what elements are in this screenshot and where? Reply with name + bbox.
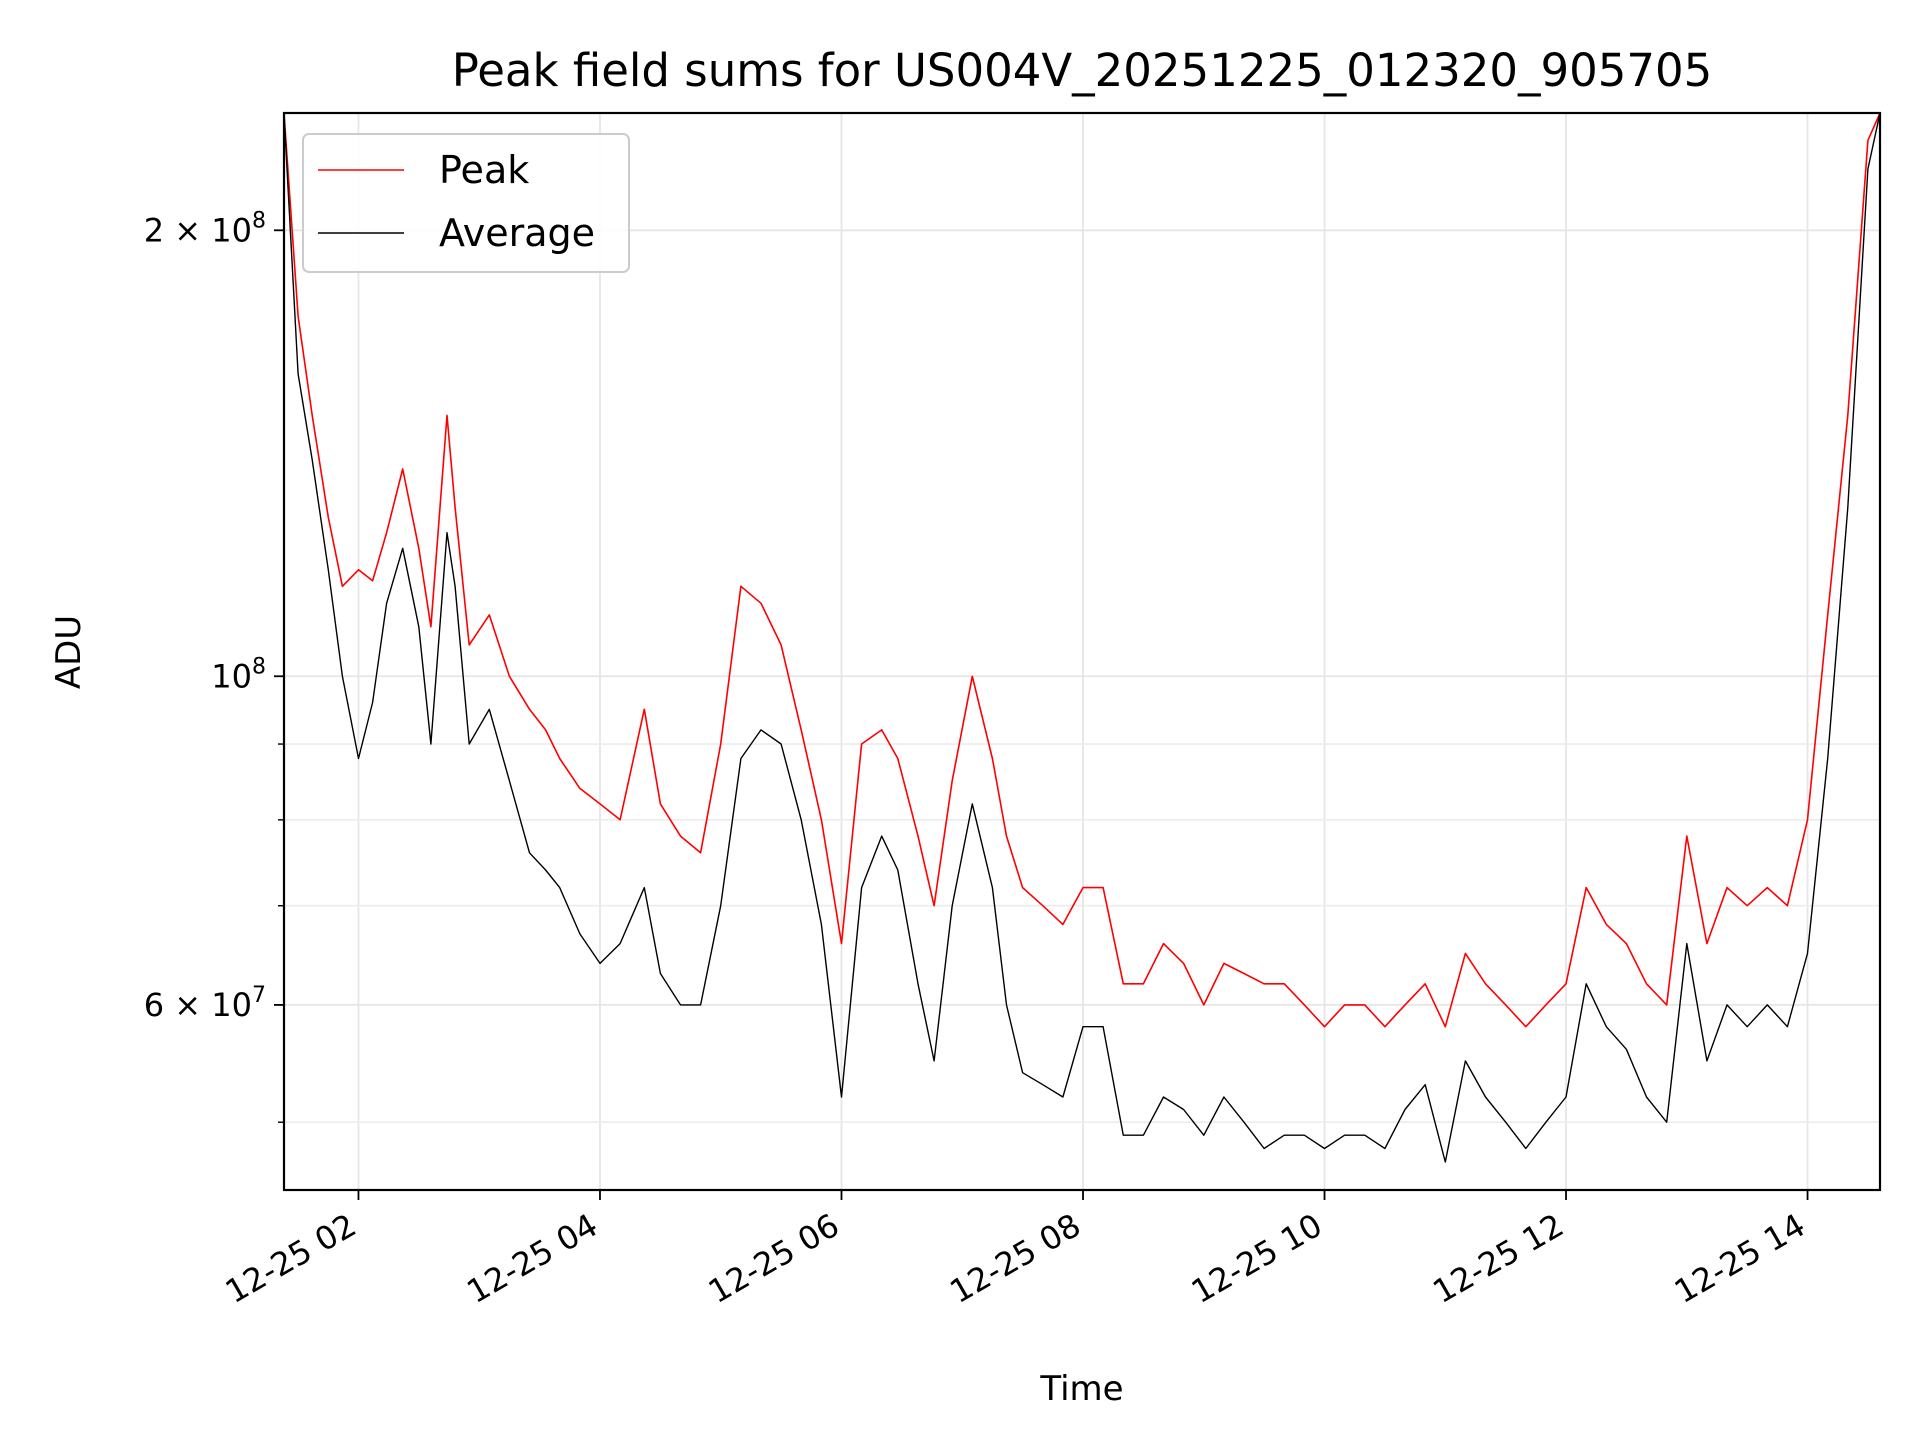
legend-peak-label: Peak	[439, 148, 529, 192]
series-average-line	[284, 113, 1880, 1163]
y-axis-label: ADU	[49, 615, 89, 689]
y-tick-label: 6 × 107	[144, 983, 266, 1024]
series-peak-line	[284, 113, 1880, 1028]
plot-frame	[282, 111, 1882, 1192]
chart-title: Peak field sums for US004V_20251225_0123…	[452, 44, 1713, 97]
series-layer	[284, 113, 1880, 1163]
y-tick-label: 108	[211, 654, 266, 695]
x-axis-label: Time	[1039, 1369, 1123, 1409]
y-tick-label: 2 × 108	[144, 208, 266, 249]
legend: Peak Average	[302, 133, 630, 273]
legend-average-label: Average	[439, 211, 595, 255]
grid-lines	[284, 113, 1880, 1190]
legend-box	[302, 133, 630, 273]
